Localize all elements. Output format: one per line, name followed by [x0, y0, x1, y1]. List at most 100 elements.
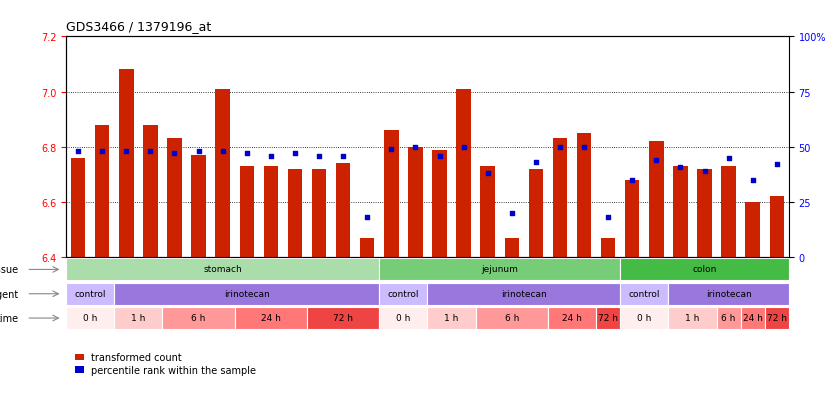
Point — [144, 149, 157, 155]
Point — [385, 146, 398, 153]
Point — [457, 144, 470, 151]
Bar — [428, 283, 620, 305]
Bar — [765, 307, 789, 329]
Bar — [745, 202, 760, 258]
Bar — [235, 307, 307, 329]
Bar — [163, 307, 235, 329]
Point — [529, 159, 543, 166]
Bar — [601, 238, 615, 258]
Point — [746, 177, 759, 184]
Text: stomach: stomach — [203, 265, 242, 274]
Bar — [114, 283, 379, 305]
Text: jejunum: jejunum — [482, 265, 518, 274]
Text: time: time — [0, 313, 19, 323]
Point — [361, 215, 374, 221]
Bar — [577, 134, 591, 258]
Text: 0 h: 0 h — [637, 313, 652, 322]
Bar — [625, 180, 639, 258]
Text: 6 h: 6 h — [721, 313, 736, 322]
Bar — [240, 167, 254, 258]
Bar — [456, 90, 471, 258]
Point — [120, 149, 133, 155]
Text: control: control — [629, 289, 660, 298]
Text: irinotecan: irinotecan — [705, 289, 752, 298]
Point — [577, 144, 591, 151]
Bar — [721, 167, 736, 258]
Point — [481, 171, 494, 177]
Bar — [476, 307, 548, 329]
Bar — [311, 169, 326, 258]
Bar — [770, 197, 784, 258]
Point — [770, 162, 783, 169]
Text: tissue: tissue — [0, 265, 19, 275]
Text: control: control — [74, 289, 106, 298]
Bar — [716, 307, 741, 329]
Bar — [360, 238, 374, 258]
Text: 0 h: 0 h — [83, 313, 97, 322]
Bar — [620, 307, 668, 329]
Text: 72 h: 72 h — [767, 313, 787, 322]
Bar — [428, 307, 476, 329]
Point — [216, 149, 230, 155]
Bar — [596, 307, 620, 329]
Point — [312, 153, 325, 159]
Bar — [192, 156, 206, 258]
Bar — [548, 307, 596, 329]
Bar — [481, 167, 495, 258]
Text: 24 h: 24 h — [743, 313, 762, 322]
Bar — [697, 169, 712, 258]
Bar — [379, 283, 428, 305]
Bar — [673, 167, 687, 258]
Point — [96, 149, 109, 155]
Point — [168, 151, 181, 157]
Bar — [71, 159, 85, 258]
Bar — [95, 126, 109, 258]
Bar — [668, 307, 716, 329]
Bar — [408, 147, 423, 258]
Bar — [66, 259, 379, 281]
Point — [722, 155, 735, 162]
Point — [192, 149, 205, 155]
Bar — [384, 131, 398, 258]
Bar — [620, 283, 668, 305]
Bar — [668, 283, 789, 305]
Bar — [379, 259, 620, 281]
Bar — [167, 139, 182, 258]
Text: 1 h: 1 h — [686, 313, 700, 322]
Point — [288, 151, 301, 157]
Bar — [529, 169, 544, 258]
Text: agent: agent — [0, 289, 19, 299]
Bar — [263, 167, 278, 258]
Bar — [66, 307, 114, 329]
Point — [264, 153, 278, 159]
Bar — [379, 307, 428, 329]
Text: 6 h: 6 h — [505, 313, 519, 322]
Bar — [620, 259, 789, 281]
Point — [409, 144, 422, 151]
Point — [433, 153, 446, 159]
Point — [72, 149, 85, 155]
Bar — [114, 307, 163, 329]
Point — [650, 157, 663, 164]
Bar — [66, 283, 114, 305]
Bar — [119, 70, 134, 258]
Point — [625, 177, 638, 184]
Text: irinotecan: irinotecan — [501, 289, 547, 298]
Bar — [741, 307, 765, 329]
Point — [601, 215, 615, 221]
Text: 72 h: 72 h — [333, 313, 354, 322]
Bar — [143, 126, 158, 258]
Point — [553, 144, 567, 151]
Bar — [216, 90, 230, 258]
Text: control: control — [387, 289, 419, 298]
Text: 24 h: 24 h — [261, 313, 281, 322]
Bar — [553, 139, 567, 258]
Point — [336, 153, 349, 159]
Text: 1 h: 1 h — [444, 313, 458, 322]
Text: GDS3466 / 1379196_at: GDS3466 / 1379196_at — [66, 20, 211, 33]
Text: 1 h: 1 h — [131, 313, 145, 322]
Text: colon: colon — [692, 265, 717, 274]
Bar — [649, 142, 663, 258]
Bar — [336, 164, 350, 258]
Text: 6 h: 6 h — [192, 313, 206, 322]
